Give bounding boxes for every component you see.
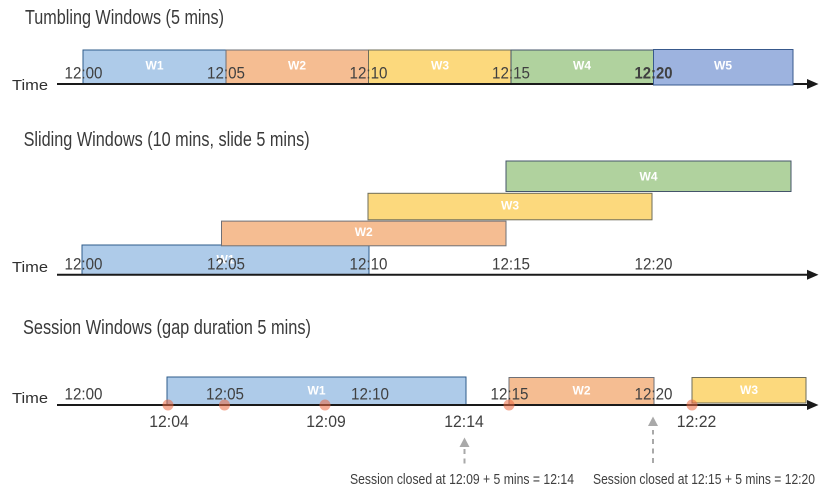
svg-text:12:05: 12:05 <box>207 255 245 274</box>
svg-text:Session closed at 12:15 + 5 mi: Session closed at 12:15 + 5 mins = 12:20 <box>593 472 815 488</box>
svg-text:Time: Time <box>12 77 48 94</box>
svg-text:W2: W2 <box>288 59 306 73</box>
svg-text:W2: W2 <box>355 225 373 239</box>
svg-text:12:00: 12:00 <box>65 64 103 83</box>
svg-text:W5: W5 <box>714 59 732 73</box>
svg-text:12:00: 12:00 <box>65 255 103 274</box>
svg-text:W3: W3 <box>740 383 758 397</box>
svg-text:W3: W3 <box>431 59 449 73</box>
svg-text:Tumbling Windows (5 mins): Tumbling Windows (5 mins) <box>25 7 224 29</box>
svg-text:12:09: 12:09 <box>306 412 346 431</box>
svg-text:12:20: 12:20 <box>635 385 673 404</box>
svg-text:12:15: 12:15 <box>492 255 530 274</box>
svg-text:12:20: 12:20 <box>635 64 673 83</box>
svg-text:12:05: 12:05 <box>207 64 245 83</box>
svg-text:12:04: 12:04 <box>149 412 189 431</box>
svg-text:W1: W1 <box>146 59 164 73</box>
svg-text:12:10: 12:10 <box>350 255 388 274</box>
svg-text:12:00: 12:00 <box>65 385 103 404</box>
svg-text:Session closed at 12:09 + 5 mi: Session closed at 12:09 + 5 mins = 12:14 <box>350 472 574 488</box>
svg-text:W3: W3 <box>501 199 519 213</box>
svg-text:Session Windows (gap duration: Session Windows (gap duration 5 mins) <box>23 317 311 339</box>
svg-text:Time: Time <box>12 259 48 276</box>
svg-text:12:10: 12:10 <box>350 64 388 83</box>
svg-text:12:05: 12:05 <box>206 385 244 404</box>
svg-text:W2: W2 <box>573 384 591 398</box>
svg-text:W4: W4 <box>573 59 591 73</box>
svg-text:12:15: 12:15 <box>492 64 530 83</box>
svg-text:W1: W1 <box>308 384 326 398</box>
svg-text:12:15: 12:15 <box>491 385 529 404</box>
svg-text:12:10: 12:10 <box>351 385 389 404</box>
svg-text:Time: Time <box>12 390 48 407</box>
svg-text:12:14: 12:14 <box>444 412 484 431</box>
svg-text:12:22: 12:22 <box>677 412 717 431</box>
svg-text:12:20: 12:20 <box>635 255 673 274</box>
svg-text:W4: W4 <box>640 170 658 184</box>
svg-text:Sliding Windows (10 mins, slid: Sliding Windows (10 mins, slide 5 mins) <box>24 129 310 151</box>
svg-text:W1: W1 <box>217 253 235 267</box>
